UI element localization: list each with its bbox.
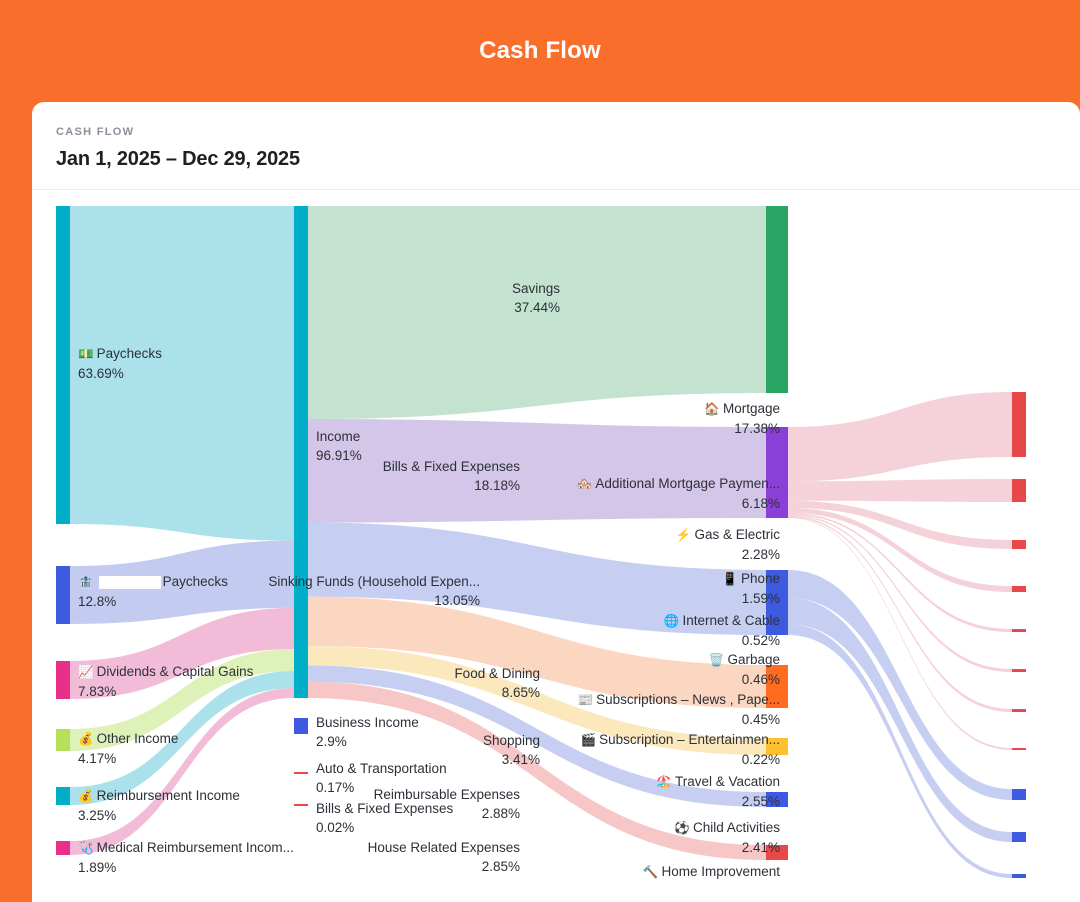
sankey-link[interactable] bbox=[788, 517, 1012, 750]
sankey-link[interactable] bbox=[70, 649, 294, 751]
sankey-node-child_act[interactable] bbox=[1012, 832, 1026, 842]
sankey-link[interactable] bbox=[308, 681, 766, 860]
sankey-link[interactable] bbox=[788, 512, 1012, 632]
sankey-node-bills_src[interactable] bbox=[294, 804, 308, 806]
sankey-node-paychecks_2[interactable] bbox=[56, 566, 70, 624]
sankey-node-paychecks_1[interactable] bbox=[56, 206, 70, 524]
sankey-link[interactable] bbox=[788, 500, 1012, 549]
app-header: Cash Flow bbox=[0, 0, 1080, 102]
sankey-link[interactable] bbox=[308, 419, 766, 523]
sankey-link[interactable] bbox=[70, 206, 294, 541]
sankey-node-phone[interactable] bbox=[1012, 586, 1026, 592]
sankey-node-subs_news[interactable] bbox=[1012, 709, 1026, 712]
sankey-link[interactable] bbox=[70, 688, 294, 855]
sankey-node-travel[interactable] bbox=[1012, 789, 1026, 800]
sankey-link[interactable] bbox=[788, 597, 1012, 842]
sankey-node-savings[interactable] bbox=[766, 206, 788, 393]
sankey-chart[interactable]: 💵 Paychecks 63.69% 🏦 Paychecks 12.8% 📈 Dividend… bbox=[32, 190, 1080, 902]
sankey-nodes bbox=[56, 206, 1026, 878]
sankey-link[interactable] bbox=[308, 596, 766, 708]
sankey-node-auto_transport[interactable] bbox=[294, 772, 308, 774]
sankey-links bbox=[70, 206, 1012, 878]
sankey-link[interactable] bbox=[788, 624, 1012, 878]
sankey-node-sinking_funds[interactable] bbox=[766, 570, 788, 635]
sankey-node-other_income[interactable] bbox=[56, 729, 70, 751]
sankey-node-business_inc[interactable] bbox=[294, 718, 308, 734]
sankey-svg bbox=[56, 206, 1026, 878]
sankey-link[interactable] bbox=[308, 206, 766, 420]
sankey-node-addl_mortgage[interactable] bbox=[1012, 479, 1026, 502]
sankey-link[interactable] bbox=[788, 515, 1012, 712]
sankey-node-reimb_expenses[interactable] bbox=[766, 792, 788, 807]
sankey-node-bills_fixed[interactable] bbox=[766, 427, 788, 518]
sankey-link[interactable] bbox=[788, 507, 1012, 592]
sankey-node-house_related[interactable] bbox=[766, 845, 788, 860]
sankey-node-gas_electric[interactable] bbox=[1012, 540, 1026, 549]
card-eyebrow-label: CASH FLOW bbox=[56, 126, 135, 138]
sankey-link[interactable] bbox=[308, 522, 766, 635]
sankey-link[interactable] bbox=[70, 670, 294, 805]
sankey-link[interactable] bbox=[308, 645, 766, 755]
sankey-node-shopping[interactable] bbox=[766, 738, 788, 755]
sankey-node-medical_reimb[interactable] bbox=[56, 841, 70, 855]
sankey-node-mortgage[interactable] bbox=[1012, 392, 1026, 457]
cash-flow-card: CASH FLOW Jan 1, 2025 – Dec 29, 2025 💵 Pa… bbox=[32, 102, 1080, 902]
sankey-link[interactable] bbox=[788, 514, 1012, 672]
sankey-node-garbage[interactable] bbox=[1012, 669, 1026, 672]
sankey-node-home_improve[interactable] bbox=[1012, 874, 1026, 878]
card-header: CASH FLOW Jan 1, 2025 – Dec 29, 2025 bbox=[32, 102, 1080, 190]
sankey-link[interactable] bbox=[70, 607, 294, 699]
sankey-node-internet_cable[interactable] bbox=[1012, 629, 1026, 632]
sankey-link[interactable] bbox=[788, 392, 1012, 482]
sankey-link[interactable] bbox=[308, 665, 766, 807]
sankey-link[interactable] bbox=[70, 540, 294, 624]
sankey-node-subs_ent[interactable] bbox=[1012, 748, 1026, 750]
sankey-node-reimb_income[interactable] bbox=[56, 787, 70, 805]
sankey-link[interactable] bbox=[788, 479, 1012, 502]
page-title: Cash Flow bbox=[479, 37, 601, 64]
date-range-label: Jan 1, 2025 – Dec 29, 2025 bbox=[56, 148, 300, 170]
sankey-link[interactable] bbox=[788, 570, 1012, 800]
sankey-node-income[interactable] bbox=[294, 206, 308, 698]
sankey-node-food_dining[interactable] bbox=[766, 665, 788, 708]
sankey-node-dividends[interactable] bbox=[56, 661, 70, 699]
